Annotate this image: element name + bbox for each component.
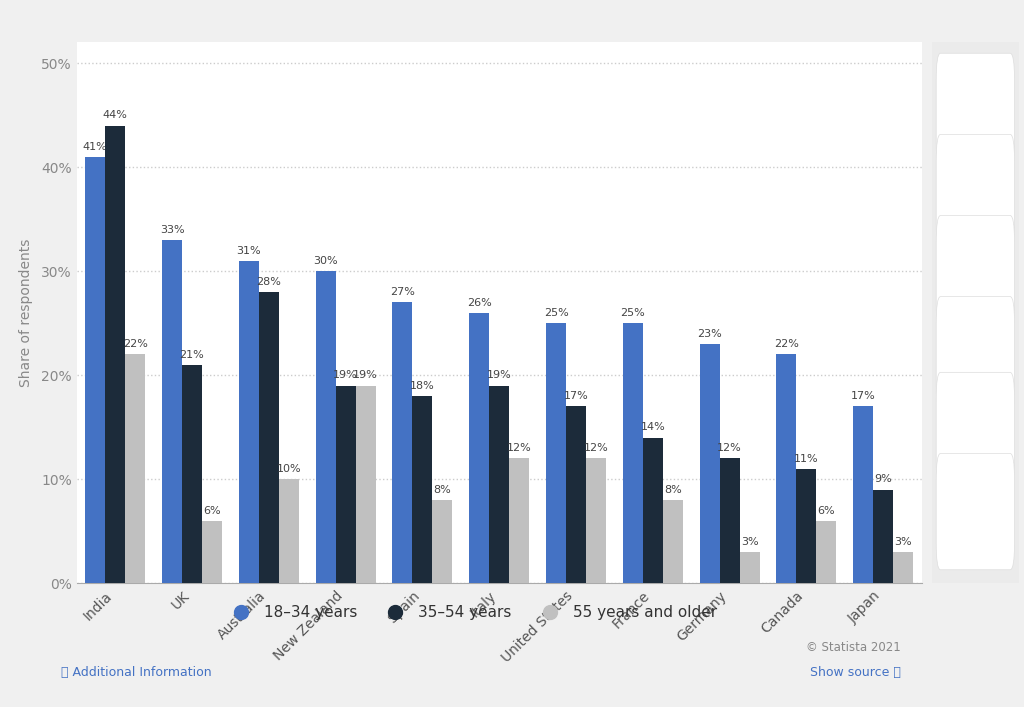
Bar bbox=[663, 500, 683, 583]
Bar bbox=[315, 271, 336, 583]
FancyBboxPatch shape bbox=[936, 373, 1015, 489]
Bar bbox=[202, 521, 222, 583]
Text: 25%: 25% bbox=[544, 308, 568, 318]
Text: 26%: 26% bbox=[467, 298, 492, 308]
Bar bbox=[432, 500, 453, 583]
Text: 23%: 23% bbox=[697, 329, 722, 339]
Bar bbox=[853, 407, 873, 583]
Bar bbox=[413, 396, 432, 583]
Text: 21%: 21% bbox=[179, 350, 205, 360]
Bar bbox=[623, 323, 643, 583]
Bar bbox=[182, 365, 202, 583]
Bar bbox=[489, 385, 509, 583]
Legend: 18–34 years, 35–54 years, 55 years and older: 18–34 years, 35–54 years, 55 years and o… bbox=[225, 605, 717, 620]
Text: 10%: 10% bbox=[276, 464, 301, 474]
Text: 27%: 27% bbox=[390, 287, 415, 297]
Text: 6%: 6% bbox=[203, 506, 221, 515]
Bar bbox=[699, 344, 720, 583]
Text: 11%: 11% bbox=[794, 454, 819, 464]
Bar bbox=[125, 354, 145, 583]
Text: 18%: 18% bbox=[410, 381, 435, 391]
Bar bbox=[259, 292, 279, 583]
Text: © Statista 2021: © Statista 2021 bbox=[806, 641, 901, 654]
Bar bbox=[643, 438, 663, 583]
Text: 22%: 22% bbox=[774, 339, 799, 349]
Text: 6%: 6% bbox=[817, 506, 836, 515]
Text: 3%: 3% bbox=[740, 537, 759, 547]
Y-axis label: Share of respondents: Share of respondents bbox=[18, 239, 33, 387]
Text: 12%: 12% bbox=[584, 443, 608, 453]
Bar bbox=[509, 458, 529, 583]
Text: 28%: 28% bbox=[256, 277, 282, 287]
Text: 19%: 19% bbox=[333, 370, 358, 380]
Text: 12%: 12% bbox=[717, 443, 742, 453]
FancyBboxPatch shape bbox=[936, 134, 1015, 251]
Bar bbox=[873, 490, 893, 583]
FancyBboxPatch shape bbox=[936, 53, 1015, 170]
Bar bbox=[586, 458, 606, 583]
Text: 17%: 17% bbox=[563, 391, 589, 402]
Text: 31%: 31% bbox=[237, 245, 261, 256]
Text: 19%: 19% bbox=[486, 370, 512, 380]
Bar bbox=[739, 552, 760, 583]
Text: ⓘ Additional Information: ⓘ Additional Information bbox=[61, 666, 212, 679]
Text: 14%: 14% bbox=[640, 423, 666, 433]
Text: 33%: 33% bbox=[160, 225, 184, 235]
Bar bbox=[797, 469, 816, 583]
FancyBboxPatch shape bbox=[936, 216, 1015, 332]
Text: 44%: 44% bbox=[102, 110, 128, 120]
Bar bbox=[893, 552, 913, 583]
Text: 25%: 25% bbox=[621, 308, 645, 318]
Bar bbox=[720, 458, 739, 583]
Text: 22%: 22% bbox=[123, 339, 147, 349]
Text: 3%: 3% bbox=[894, 537, 912, 547]
FancyBboxPatch shape bbox=[936, 453, 1015, 570]
Text: 17%: 17% bbox=[851, 391, 876, 402]
Bar bbox=[546, 323, 566, 583]
Bar bbox=[85, 157, 105, 583]
Bar bbox=[239, 261, 259, 583]
Bar bbox=[392, 303, 413, 583]
Bar bbox=[279, 479, 299, 583]
Text: 19%: 19% bbox=[353, 370, 378, 380]
Bar bbox=[816, 521, 837, 583]
Bar bbox=[355, 385, 376, 583]
FancyBboxPatch shape bbox=[936, 297, 1015, 413]
Bar bbox=[162, 240, 182, 583]
Bar bbox=[469, 312, 489, 583]
Text: 41%: 41% bbox=[83, 141, 108, 151]
Text: 8%: 8% bbox=[433, 485, 452, 495]
Text: 30%: 30% bbox=[313, 256, 338, 266]
Text: 12%: 12% bbox=[507, 443, 531, 453]
Bar bbox=[566, 407, 586, 583]
Text: Show source ⓘ: Show source ⓘ bbox=[810, 666, 901, 679]
Text: 8%: 8% bbox=[664, 485, 682, 495]
Bar bbox=[105, 126, 125, 583]
Bar bbox=[776, 354, 797, 583]
Text: 9%: 9% bbox=[874, 474, 892, 484]
Bar bbox=[336, 385, 355, 583]
